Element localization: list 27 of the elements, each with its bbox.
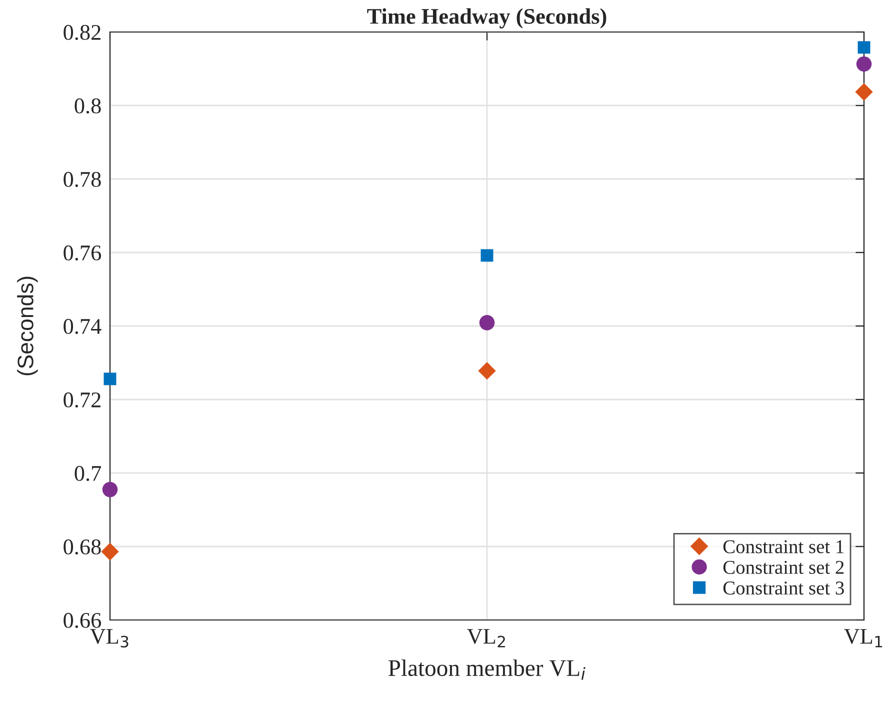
- point: [479, 315, 495, 330]
- x-tick-label: VL$_{1}$: [844, 629, 882, 648]
- y-tick-label: 0.78: [64, 172, 101, 188]
- y-tick-label: 0.82: [64, 24, 100, 40]
- y-tick-label: 0.66: [64, 612, 102, 628]
- y-tick-label: 0.72: [64, 392, 100, 408]
- y-tick-label: 0.74: [64, 318, 102, 334]
- point: [858, 41, 870, 54]
- chart-title: Time Headway (Seconds): [367, 8, 606, 28]
- point: [856, 56, 872, 72]
- y-tick-label: 0.76: [64, 245, 102, 261]
- point: [855, 83, 873, 101]
- point: [480, 249, 494, 262]
- y-tick-label: 0.7: [74, 466, 102, 482]
- point: [478, 362, 496, 380]
- x-axis-title: Platoon member VL$_{i}$: [388, 659, 586, 680]
- y-axis-title: (Seconds): [17, 276, 38, 376]
- x-tick-label: VL$_{2}$: [467, 629, 505, 648]
- y-tick-label: 0.8: [74, 98, 101, 114]
- legend-label: Constraint set 2: [723, 560, 844, 574]
- point: [102, 482, 118, 498]
- legend-label: Constraint set 1: [723, 540, 844, 554]
- legend-label: Constraint set 3: [723, 582, 844, 595]
- y-tick-label: 0.68: [64, 539, 101, 555]
- point: [101, 542, 119, 560]
- x-tick-label: VL$_{3}$: [90, 629, 128, 648]
- point: [104, 372, 116, 386]
